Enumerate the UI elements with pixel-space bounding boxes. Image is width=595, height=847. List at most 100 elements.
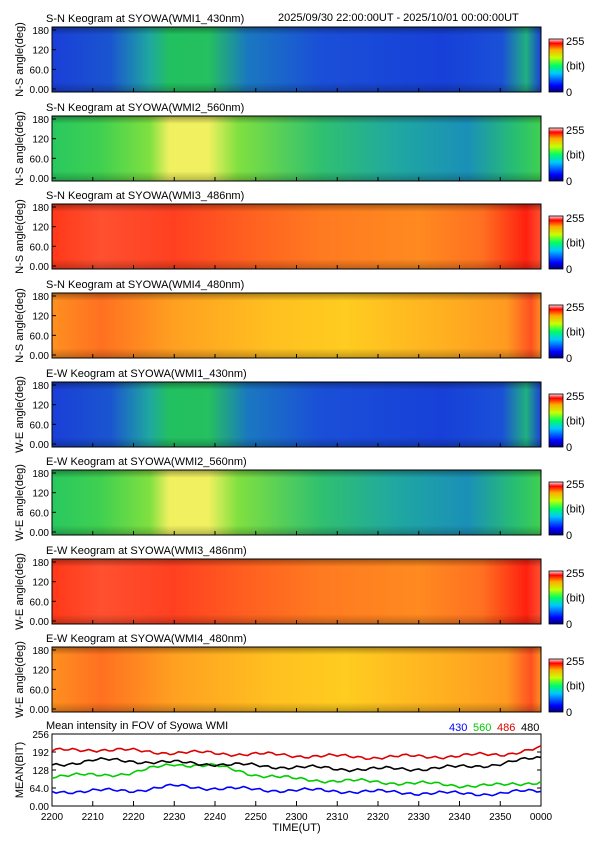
y-tick-label: 180 <box>32 469 49 480</box>
colorbar <box>548 304 564 359</box>
x-tick-label: 2350 <box>489 812 512 823</box>
legend-entry: 430 <box>449 722 467 734</box>
y-tick-label: 60.0 <box>30 685 50 696</box>
x-tick-label: 2330 <box>408 812 431 823</box>
keogram-title: S-N Keogram at SYOWA(WMI2_560nm) <box>46 102 244 114</box>
colorbar <box>548 38 564 93</box>
keogram-title: E-W Keogram at SYOWA(WMI3_486nm) <box>46 545 247 557</box>
y-tick-label: 0.00 <box>30 802 50 813</box>
y-tick-label: 0.00 <box>30 174 50 185</box>
x-tick-label: 2220 <box>122 812 145 823</box>
keogram-ylabel: W-E angle(deg) <box>14 464 26 541</box>
y-tick-label: 180 <box>32 26 49 37</box>
keogram-shading <box>52 559 541 624</box>
colorbar-unit: (bit) <box>566 327 585 339</box>
keogram-title: S-N Keogram at SYOWA(WMI1_430nm) <box>46 13 244 25</box>
colorbar-unit: (bit) <box>566 504 585 516</box>
colorbar-min: 0 <box>566 707 572 719</box>
series-line <box>51 744 542 761</box>
colorbar-max: 255 <box>566 302 584 314</box>
series-line <box>51 762 542 789</box>
keogram-ylabel: N-S angle(deg) <box>14 288 26 363</box>
time-range: 2025/09/30 22:00:00UT - 2025/10/01 00:00… <box>278 12 519 24</box>
y-tick-label: 0.00 <box>30 262 50 273</box>
x-tick-label: 2310 <box>326 812 349 823</box>
colorbar-max: 255 <box>566 125 584 137</box>
keogram-ylabel: N-S angle(deg) <box>14 199 26 274</box>
y-tick-label: 120 <box>32 312 49 323</box>
y-tick-label: 192 <box>32 748 49 759</box>
colorbar-min: 0 <box>566 264 572 276</box>
x-tick-label: 2240 <box>204 812 227 823</box>
colorbar-min: 0 <box>566 530 572 542</box>
keogram-ylabel: W-E angle(deg) <box>14 553 26 630</box>
x-tick-label: 2250 <box>245 812 268 823</box>
keogram-ylabel: W-E angle(deg) <box>14 376 26 453</box>
keogram-ylabel: N-S angle(deg) <box>14 111 26 186</box>
y-tick-label: 120 <box>32 401 49 412</box>
colorbar-min: 0 <box>566 87 572 99</box>
chart-xlabel: TIME(UT) <box>272 822 320 834</box>
legend-entry: 486 <box>497 722 515 734</box>
y-tick-label: 256 <box>32 730 49 741</box>
y-tick-label: 0.00 <box>30 351 50 362</box>
x-tick-label: 0000 <box>530 812 553 823</box>
keogram-panel: S-N Keogram at SYOWA(WMI1_430nm)180 120 60… <box>14 13 585 99</box>
x-tick-label: 2300 <box>285 812 308 823</box>
x-tick-label: 2210 <box>82 812 105 823</box>
y-tick-label: 0.00 <box>30 528 50 539</box>
keogram-panel: S-N Keogram at SYOWA(WMI3_486nm)180 120 60… <box>14 190 585 276</box>
keogram-shading <box>52 293 541 358</box>
y-tick-label: 60.0 <box>30 508 50 519</box>
y-tick-label: 120 <box>32 223 49 234</box>
colorbar <box>548 570 564 625</box>
y-tick-label: 180 <box>32 558 49 569</box>
y-tick-label: 60.0 <box>30 331 50 342</box>
keogram-panel: E-W Keogram at SYOWA(WMI2_560nm)180 120 60… <box>14 456 585 542</box>
keogram-shading <box>52 647 541 712</box>
y-tick-label: 0.00 <box>30 85 50 96</box>
colorbar-max: 255 <box>566 213 584 225</box>
series-line <box>51 755 542 773</box>
colorbar <box>548 481 564 536</box>
y-tick-label: 0.00 <box>30 440 50 451</box>
colorbar-unit: (bit) <box>566 150 585 162</box>
keogram-panel: S-N Keogram at SYOWA(WMI2_560nm)180 120 60… <box>14 102 585 188</box>
colorbar <box>548 658 564 713</box>
y-tick-label: 120 <box>32 666 49 677</box>
colorbar-unit: (bit) <box>566 416 585 428</box>
y-tick-label: 128 <box>32 766 49 777</box>
chart-frame <box>51 733 542 807</box>
legend-entry: 560 <box>473 722 491 734</box>
keogram-shading <box>52 204 541 269</box>
colorbar-unit: (bit) <box>566 238 585 250</box>
colorbar-min: 0 <box>566 353 572 365</box>
colorbar <box>548 215 564 270</box>
series-line <box>51 783 542 797</box>
chart-title: Mean intensity in FOV of Syowa WMI <box>46 720 228 732</box>
y-tick-label: 120 <box>32 489 49 500</box>
keogram-panel: S-N Keogram at SYOWA(WMI4_480nm)180 120 60… <box>14 279 585 365</box>
y-tick-label: 120 <box>32 46 49 57</box>
y-tick-label: 180 <box>32 115 49 126</box>
y-tick-label: 180 <box>32 381 49 392</box>
keogram-ylabel: W-E angle(deg) <box>14 641 26 718</box>
y-tick-label: 60.0 <box>30 242 50 253</box>
colorbar-unit: (bit) <box>566 681 585 693</box>
legend-entry: 480 <box>521 722 539 734</box>
y-tick-label: 60.0 <box>30 65 50 76</box>
keogram-panel: E-W Keogram at SYOWA(WMI1_430nm)180 120 60… <box>14 368 585 454</box>
keogram-shading <box>52 116 541 181</box>
keogram-ylabel: N-S angle(deg) <box>14 22 26 97</box>
keogram-title: S-N Keogram at SYOWA(WMI4_480nm) <box>46 279 244 291</box>
colorbar-max: 255 <box>566 391 584 403</box>
colorbar-max: 255 <box>566 479 584 491</box>
keogram-title: E-W Keogram at SYOWA(WMI4_480nm) <box>46 633 247 645</box>
x-tick-label: 2340 <box>448 812 471 823</box>
y-tick-label: 64.0 <box>30 784 50 795</box>
y-tick-label: 60.0 <box>30 420 50 431</box>
colorbar-max: 255 <box>566 36 584 48</box>
colorbar-max: 255 <box>566 568 584 580</box>
x-tick-label: 2230 <box>163 812 186 823</box>
y-tick-label: 180 <box>32 646 49 657</box>
